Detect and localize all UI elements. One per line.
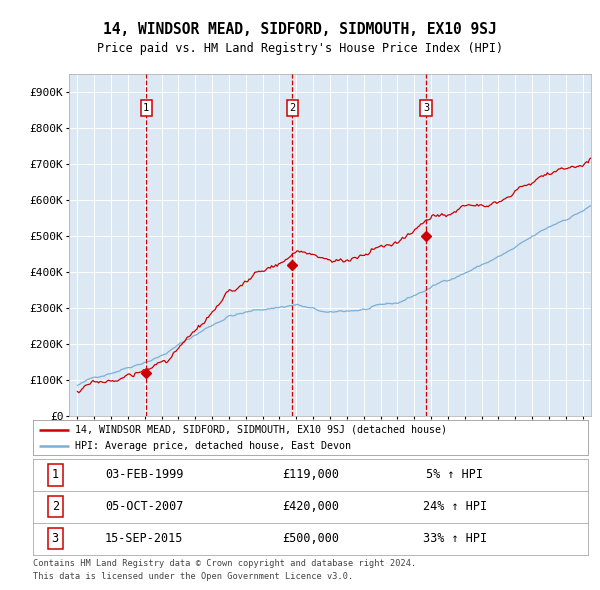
Text: 03-FEB-1999: 03-FEB-1999 [105,468,183,481]
Text: This data is licensed under the Open Government Licence v3.0.: This data is licensed under the Open Gov… [33,572,353,581]
Text: £500,000: £500,000 [282,532,339,545]
Text: Price paid vs. HM Land Registry's House Price Index (HPI): Price paid vs. HM Land Registry's House … [97,42,503,55]
Text: 14, WINDSOR MEAD, SIDFORD, SIDMOUTH, EX10 9SJ: 14, WINDSOR MEAD, SIDFORD, SIDMOUTH, EX1… [103,22,497,37]
Text: 3: 3 [423,103,429,113]
Text: 33% ↑ HPI: 33% ↑ HPI [423,532,487,545]
Text: 24% ↑ HPI: 24% ↑ HPI [423,500,487,513]
Text: 14, WINDSOR MEAD, SIDFORD, SIDMOUTH, EX10 9SJ (detached house): 14, WINDSOR MEAD, SIDFORD, SIDMOUTH, EX1… [74,425,446,435]
Text: 2: 2 [289,103,295,113]
Text: 3: 3 [52,532,59,545]
Text: Contains HM Land Registry data © Crown copyright and database right 2024.: Contains HM Land Registry data © Crown c… [33,559,416,568]
Text: 1: 1 [52,468,59,481]
Text: 15-SEP-2015: 15-SEP-2015 [105,532,183,545]
Text: 1: 1 [143,103,149,113]
Text: 5% ↑ HPI: 5% ↑ HPI [426,468,484,481]
Text: 05-OCT-2007: 05-OCT-2007 [105,500,183,513]
Text: HPI: Average price, detached house, East Devon: HPI: Average price, detached house, East… [74,441,350,451]
Text: £119,000: £119,000 [282,468,339,481]
Text: 2: 2 [52,500,59,513]
Text: £420,000: £420,000 [282,500,339,513]
